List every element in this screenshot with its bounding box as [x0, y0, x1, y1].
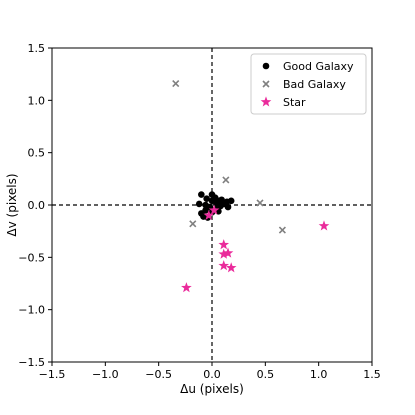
y-tick-label: 0.0	[28, 199, 46, 212]
y-tick-label: −0.5	[18, 251, 45, 264]
star-point	[208, 204, 220, 215]
x-tick-label: 1.0	[310, 368, 328, 381]
y-tick-label: 0.5	[28, 147, 46, 160]
good-galaxy-point	[198, 191, 205, 198]
y-tick-label: 1.5	[28, 42, 46, 55]
legend-label-star: Star	[283, 96, 306, 109]
bad-galaxy-point	[222, 176, 230, 184]
x-tick-label: 1.5	[363, 368, 381, 381]
good-galaxy-point	[203, 195, 210, 203]
x-axis-label: Δu (pixels)	[180, 382, 244, 396]
x-tick-label: −1.0	[92, 368, 119, 381]
good-galaxy-point	[224, 203, 232, 211]
star-point	[222, 247, 234, 258]
legend-label-good-galaxy: Good Galaxy	[283, 60, 354, 73]
star-point	[181, 282, 192, 293]
data-points	[172, 80, 330, 293]
star-point	[203, 209, 215, 220]
good-galaxy-point	[195, 200, 203, 208]
legend-marker-bad-galaxy	[262, 80, 270, 88]
star-point	[218, 248, 230, 259]
legend-box	[250, 53, 367, 115]
good-galaxy-point	[202, 201, 209, 209]
legend-marker-star	[260, 96, 272, 107]
good-galaxy-point	[212, 199, 220, 207]
y-tick-label: −1.5	[18, 356, 45, 369]
star-point	[218, 260, 230, 271]
legend-label-bad-galaxy: Bad Galaxy	[283, 78, 346, 91]
bad-galaxy-point	[278, 226, 286, 234]
bad-galaxy-point	[172, 80, 180, 88]
y-tick-label: −1.0	[18, 304, 45, 317]
y-tick-label: 1.0	[28, 94, 46, 107]
bad-galaxy-point	[189, 220, 197, 228]
plot-frame	[51, 47, 373, 363]
good-galaxy-point	[218, 196, 225, 204]
x-tick-label: −1.5	[39, 368, 66, 381]
star-point	[318, 220, 330, 231]
y-axis-label: Δv (pixels)	[5, 173, 19, 236]
star-point	[218, 239, 230, 250]
ticks-layer: −1.5 −1.0 −0.5 0.0 0.5 1.0 1.5 −1.5 −1.0 −0.5 0.0 0…	[18, 42, 380, 381]
bad-galaxy-point	[256, 199, 264, 207]
star-point	[225, 262, 237, 273]
legend-marker-good-galaxy	[262, 62, 270, 70]
x-tick-label: −0.5	[145, 368, 172, 381]
legend: Good Galaxy Bad Galaxy Star	[250, 53, 367, 115]
good-galaxy-point	[227, 197, 235, 205]
x-tick-label: 0.5	[257, 368, 275, 381]
x-tick-label: 0.0	[203, 368, 221, 381]
